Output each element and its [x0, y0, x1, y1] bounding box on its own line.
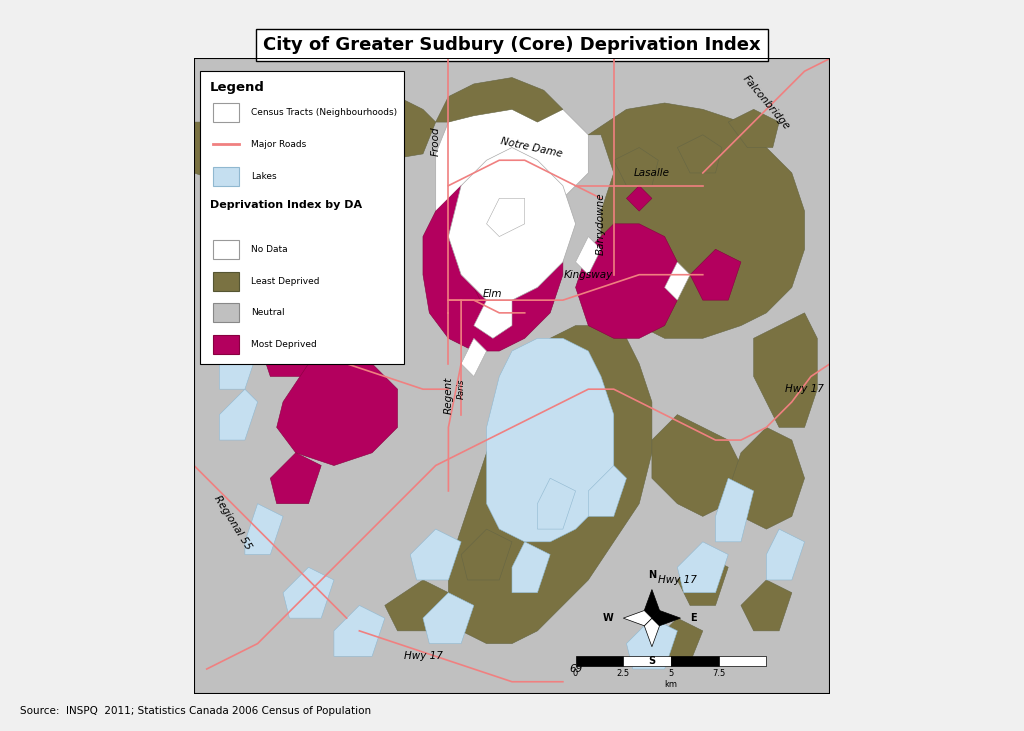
Polygon shape	[677, 135, 722, 173]
Polygon shape	[385, 580, 449, 631]
Polygon shape	[283, 567, 334, 618]
Text: E: E	[690, 613, 696, 623]
Polygon shape	[347, 96, 435, 160]
Polygon shape	[766, 529, 805, 580]
Text: Legend: Legend	[210, 80, 265, 94]
Polygon shape	[613, 148, 658, 186]
Bar	[213, 240, 239, 259]
Polygon shape	[474, 262, 512, 300]
Bar	[201, 71, 403, 364]
Text: Deprivation Index by DA: Deprivation Index by DA	[210, 200, 362, 210]
Text: Lorne: Lorne	[370, 350, 400, 364]
Text: Barrydowne: Barrydowne	[596, 192, 606, 255]
Polygon shape	[728, 428, 805, 529]
Polygon shape	[644, 618, 659, 647]
Text: Elm: Elm	[483, 289, 503, 299]
Polygon shape	[270, 452, 322, 504]
Bar	[213, 167, 239, 186]
Text: Paris: Paris	[457, 379, 466, 399]
Text: Notre Dame: Notre Dame	[500, 136, 563, 159]
Text: Falconbridge: Falconbridge	[741, 74, 792, 132]
Polygon shape	[512, 542, 550, 593]
Polygon shape	[334, 605, 385, 656]
Polygon shape	[624, 610, 652, 626]
Polygon shape	[589, 466, 627, 516]
Polygon shape	[474, 300, 512, 338]
Polygon shape	[219, 338, 258, 389]
Polygon shape	[486, 338, 613, 542]
Polygon shape	[575, 224, 677, 338]
Text: Neutral: Neutral	[251, 308, 285, 317]
Polygon shape	[627, 618, 677, 669]
Text: N: N	[648, 570, 656, 580]
Polygon shape	[245, 504, 283, 555]
Text: Hwy 17: Hwy 17	[657, 575, 696, 585]
Polygon shape	[754, 313, 817, 428]
Text: Major Roads: Major Roads	[251, 140, 306, 149]
Polygon shape	[677, 542, 728, 593]
Bar	[624, 656, 671, 666]
Text: Regent: Regent	[443, 377, 454, 414]
Polygon shape	[716, 478, 754, 542]
Polygon shape	[194, 58, 830, 694]
Text: 5: 5	[669, 669, 674, 678]
Polygon shape	[652, 610, 681, 626]
Text: 0: 0	[573, 669, 579, 678]
Text: Hwy 17: Hwy 17	[785, 385, 824, 394]
Polygon shape	[677, 555, 728, 605]
Polygon shape	[276, 351, 397, 466]
Polygon shape	[652, 618, 702, 662]
Polygon shape	[728, 110, 779, 148]
Text: Lasalle: Lasalle	[634, 168, 670, 178]
Polygon shape	[644, 589, 659, 618]
Bar	[213, 303, 239, 322]
Polygon shape	[423, 593, 474, 643]
Text: Least Deprived: Least Deprived	[251, 276, 319, 286]
Bar	[213, 103, 239, 122]
Polygon shape	[652, 414, 741, 516]
Text: No Data: No Data	[251, 245, 288, 254]
Text: Census Tracts (Neighbourhoods): Census Tracts (Neighbourhoods)	[251, 108, 397, 117]
Text: Regional 55: Regional 55	[212, 494, 253, 552]
Polygon shape	[423, 173, 563, 351]
Text: Source:  INSPQ  2011; Statistics Canada 2006 Census of Population: Source: INSPQ 2011; Statistics Canada 20…	[20, 706, 372, 716]
Bar	[719, 656, 766, 666]
Polygon shape	[219, 389, 258, 440]
Polygon shape	[627, 186, 652, 211]
Polygon shape	[411, 529, 461, 580]
Polygon shape	[435, 77, 563, 122]
Polygon shape	[486, 198, 524, 237]
Bar	[671, 656, 719, 666]
Text: W: W	[603, 613, 613, 623]
Text: S: S	[648, 656, 655, 666]
Text: Hwy 17: Hwy 17	[403, 651, 442, 662]
Bar	[575, 656, 624, 666]
Text: Most Deprived: Most Deprived	[251, 340, 317, 349]
Title: City of Greater Sudbury (Core) Deprivation Index: City of Greater Sudbury (Core) Deprivati…	[263, 36, 761, 54]
Text: Frood: Frood	[431, 126, 440, 156]
Text: 7.5: 7.5	[712, 669, 725, 678]
Polygon shape	[461, 338, 486, 376]
Text: 69: 69	[569, 664, 583, 674]
Polygon shape	[741, 580, 792, 631]
Polygon shape	[575, 237, 601, 275]
Text: km: km	[665, 680, 678, 689]
Polygon shape	[690, 249, 741, 300]
Bar	[213, 271, 239, 291]
Text: 2.5: 2.5	[616, 669, 630, 678]
Polygon shape	[665, 262, 690, 300]
Polygon shape	[194, 122, 270, 186]
Polygon shape	[449, 148, 575, 300]
Polygon shape	[258, 287, 334, 376]
Polygon shape	[435, 96, 589, 237]
Polygon shape	[538, 478, 575, 529]
Polygon shape	[589, 103, 805, 338]
Polygon shape	[296, 237, 397, 351]
Polygon shape	[449, 325, 652, 643]
Polygon shape	[461, 529, 512, 580]
Text: Kingsway: Kingsway	[563, 270, 613, 280]
Text: Lakes: Lakes	[251, 172, 276, 181]
Bar	[213, 335, 239, 355]
